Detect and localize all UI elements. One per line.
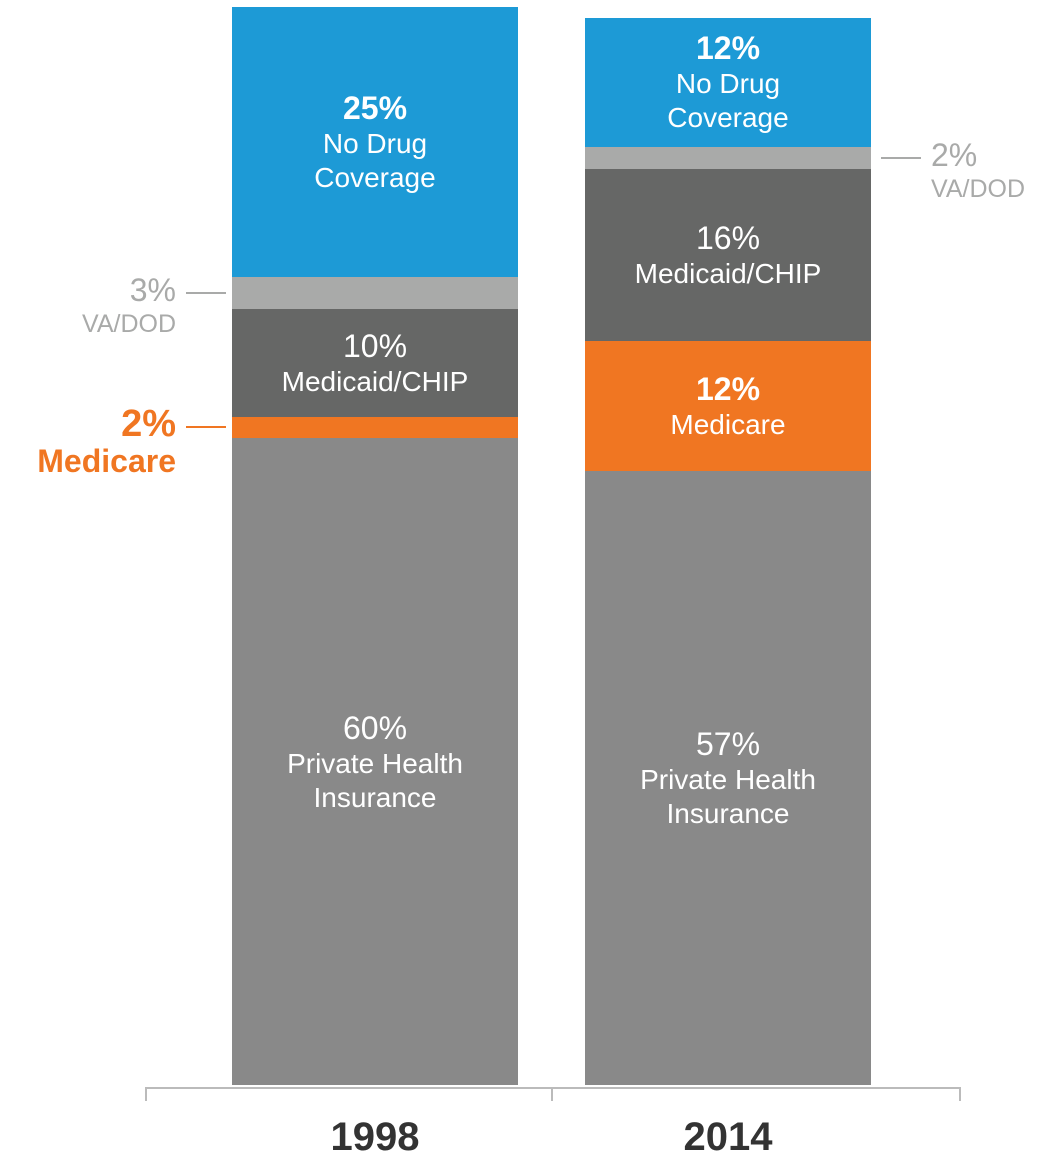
value-label: 60% (342, 709, 408, 746)
axis-tick (145, 1087, 147, 1101)
value-label: 12% (695, 30, 761, 67)
segment-label: 25% No Drug Coverage (232, 89, 518, 195)
series-label: Medicare (670, 408, 786, 440)
segment-label: 2% VA/DOD (931, 136, 1025, 204)
value-label: 10% (342, 327, 408, 364)
series-label: VA/DOD (82, 309, 176, 338)
x-tick-label: 1998 (330, 1115, 420, 1159)
bar-segment: 16% Medicaid/CHIP (585, 168, 871, 342)
value-label: 12% (695, 370, 761, 407)
value-label: 25% (342, 89, 408, 126)
axis-tick (959, 1087, 961, 1101)
segment-label: 3% VA/DOD (82, 271, 176, 339)
bar-segment: 57% Private Health Insurance (585, 470, 871, 1085)
series-label: No Drug Coverage (314, 127, 436, 193)
bar-segment: 12% Medicare (585, 341, 871, 471)
segment-label: 12% Medicare (585, 370, 871, 442)
segment-label: 57% Private Health Insurance (585, 725, 871, 831)
series-label: VA/DOD (931, 174, 1025, 203)
segment-label: 16% Medicaid/CHIP (585, 219, 871, 291)
value-label: 3% (129, 271, 176, 308)
bar-segment (232, 416, 518, 439)
bar-segment: 12% No Drug Coverage (585, 17, 871, 148)
x-tick-label: 2014 (683, 1115, 773, 1159)
value-label: 2% (931, 136, 978, 173)
series-label: Medicare (37, 443, 176, 480)
segment-label: 60% Private Health Insurance (232, 709, 518, 815)
series-label: Medicaid/CHIP (634, 257, 822, 289)
leader-line (881, 156, 921, 159)
value-label: 2% (121, 403, 176, 446)
segment-label: 12% No Drug Coverage (585, 29, 871, 135)
leader-line (186, 426, 226, 429)
bar-segment: 10% Medicaid/CHIP (232, 308, 518, 417)
series-label: Private Health Insurance (640, 763, 816, 829)
leader-line (186, 291, 226, 294)
series-label: Private Health Insurance (287, 747, 463, 813)
segment-label: 2% Medicare (37, 405, 176, 479)
bar-segment (232, 276, 518, 309)
axis-tick (551, 1087, 553, 1101)
bar-segment: 60% Private Health Insurance (232, 438, 518, 1085)
series-label: No Drug Coverage (667, 68, 789, 134)
segment-label: 10% Medicaid/CHIP (232, 327, 518, 399)
bar-segment: 25% No Drug Coverage (232, 7, 518, 277)
value-label: 16% (695, 219, 761, 256)
x-axis (145, 1087, 961, 1089)
bar-segment (585, 147, 871, 169)
series-label: Medicaid/CHIP (281, 365, 469, 397)
value-label: 57% (695, 725, 761, 762)
